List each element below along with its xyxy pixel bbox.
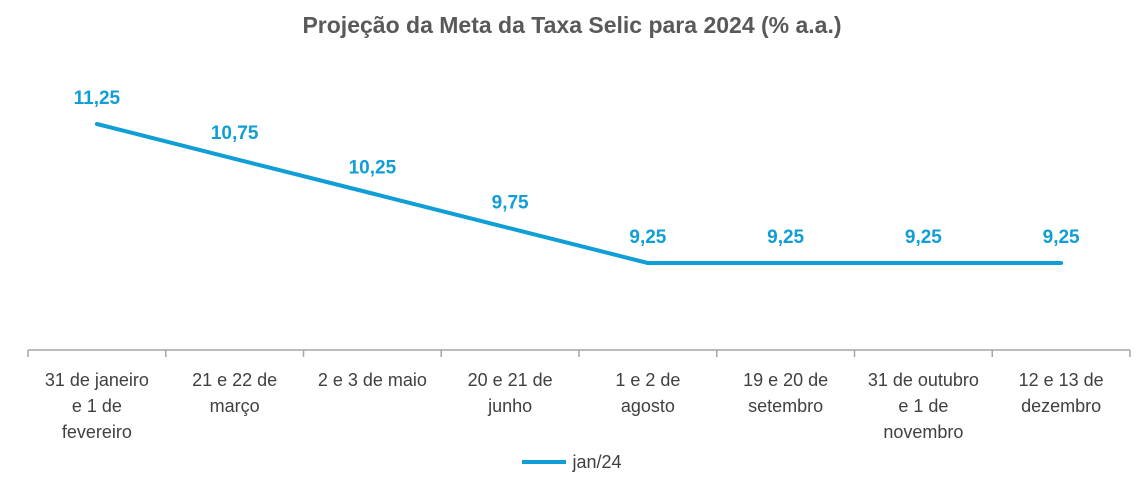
series-line-jan-24: [94, 122, 1064, 265]
legend: jan/24: [0, 450, 1144, 474]
data-label: 9,25: [629, 227, 666, 248]
data-label: 9,25: [905, 227, 942, 248]
data-label: 10,25: [349, 158, 397, 179]
legend-label: jan/24: [572, 451, 622, 472]
data-label: 9,25: [1043, 227, 1080, 248]
legend-swatch: [522, 460, 567, 464]
data-label: 9,25: [767, 227, 804, 248]
data-label: 10,75: [211, 123, 259, 144]
x-tick-label: 21 e 22 de março: [192, 370, 278, 416]
x-tick-label: 2 e 3 de maio: [317, 370, 427, 390]
x-tick-label: 20 e 21 de junho: [467, 370, 553, 416]
data-label: 11,25: [74, 88, 121, 109]
chart-title: Projeção da Meta da Taxa Selic para 2024…: [302, 12, 842, 38]
x-tick-label: 1 e 2 de agosto: [615, 370, 681, 416]
x-tick-label: 31 de janeiro e 1 de fevereiro: [44, 370, 149, 442]
x-tick-label: 19 e 20 de setembro: [743, 370, 829, 416]
x-tick-label: 12 e 13 de dezembro: [1018, 370, 1104, 416]
x-tick-label: 31 de outubro e 1 de novembro: [867, 370, 979, 442]
data-label: 9,75: [492, 192, 529, 213]
